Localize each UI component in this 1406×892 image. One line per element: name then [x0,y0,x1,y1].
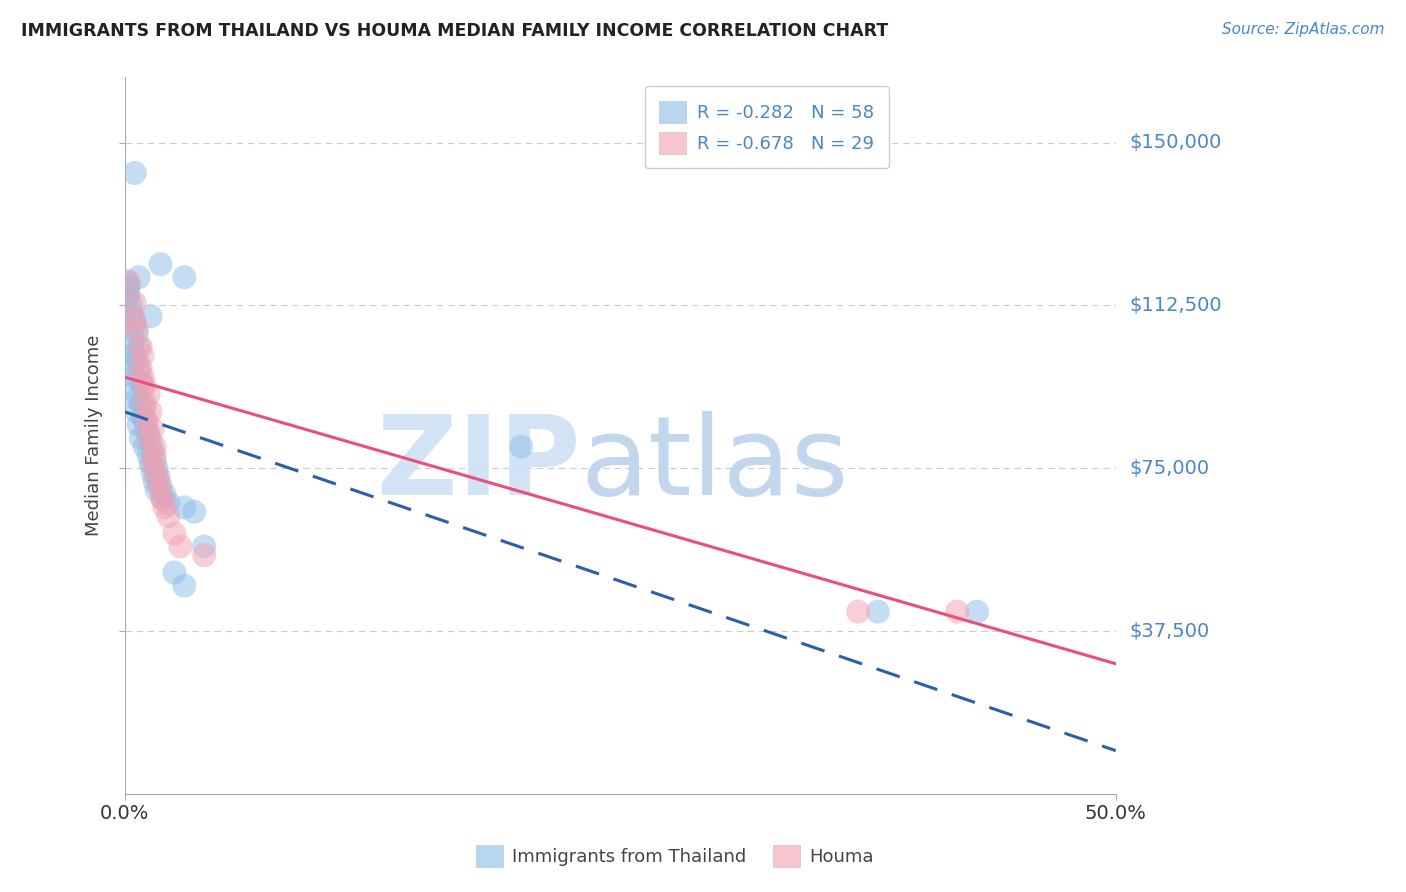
Point [138,426,160,441]
Point [129,340,152,354]
Point [131,370,153,384]
Text: atlas: atlas [581,411,849,518]
Point [163,526,186,541]
Point [142,444,165,458]
Text: $75,000: $75,000 [1129,458,1209,478]
Point [131,409,153,424]
Point [121,310,143,324]
Point [142,422,165,436]
Point [125,322,148,336]
Point [145,461,167,475]
Point [125,405,148,419]
Point [115,283,138,297]
Point [153,487,176,501]
Point [124,166,146,180]
Point [142,457,165,471]
Point [120,357,142,371]
Point [128,270,150,285]
Point [125,352,148,367]
Point [148,475,170,489]
Point [134,401,156,415]
Text: $112,500: $112,500 [1129,296,1222,315]
Legend: R = -0.282   N = 58, R = -0.678   N = 29: R = -0.282 N = 58, R = -0.678 N = 29 [645,87,889,169]
Point [129,375,152,389]
Point [135,422,157,436]
Point [157,509,180,524]
Text: Source: ZipAtlas.com: Source: ZipAtlas.com [1222,22,1385,37]
Point [121,383,143,397]
Point [118,275,141,289]
Point [129,431,152,445]
Point [510,440,533,454]
Point [143,448,166,462]
Point [966,605,988,619]
Point [128,361,150,376]
Point [193,548,215,562]
Point [125,326,148,341]
Point [124,370,146,384]
Point [173,578,195,592]
Point [148,470,170,484]
Point [149,483,172,497]
Point [134,413,156,427]
Legend: Immigrants from Thailand, Houma: Immigrants from Thailand, Houma [468,838,882,874]
Point [143,440,166,454]
Point [118,287,141,301]
Point [169,540,191,554]
Point [134,379,156,393]
Point [125,392,148,406]
Point [139,457,162,471]
Point [145,466,167,480]
Point [183,505,205,519]
Point [129,361,152,376]
Point [139,405,162,419]
Point [134,440,156,454]
Point [143,452,166,467]
Point [163,566,186,580]
Point [124,348,146,362]
Point [153,500,176,515]
Point [152,491,174,506]
Point [173,270,195,285]
Point [121,335,143,350]
Point [152,491,174,506]
Point [129,396,152,410]
Point [139,435,162,450]
Point [846,605,869,619]
Point [115,292,138,306]
Point [138,431,160,445]
Point [128,340,150,354]
Point [135,413,157,427]
Point [124,296,146,310]
Point [138,387,160,401]
Point [145,483,167,497]
Point [142,466,165,480]
Point [193,540,215,554]
Text: IMMIGRANTS FROM THAILAND VS HOUMA MEDIAN FAMILY INCOME CORRELATION CHART: IMMIGRANTS FROM THAILAND VS HOUMA MEDIAN… [21,22,889,40]
Point [124,313,146,327]
Point [120,305,142,319]
Point [138,448,160,462]
Point [128,417,150,432]
Y-axis label: Median Family Income: Median Family Income [86,335,103,536]
Point [134,396,156,410]
Point [157,496,180,510]
Point [139,310,162,324]
Text: ZIP: ZIP [377,411,581,518]
Text: $37,500: $37,500 [1129,622,1211,640]
Point [143,475,166,489]
Point [115,275,138,289]
Point [946,605,969,619]
Point [118,279,141,293]
Point [120,296,142,310]
Point [131,379,153,393]
Point [173,500,195,515]
Point [866,605,889,619]
Point [149,479,172,493]
Point [149,257,172,271]
Point [131,348,153,362]
Text: $150,000: $150,000 [1129,133,1222,153]
Point [124,318,146,332]
